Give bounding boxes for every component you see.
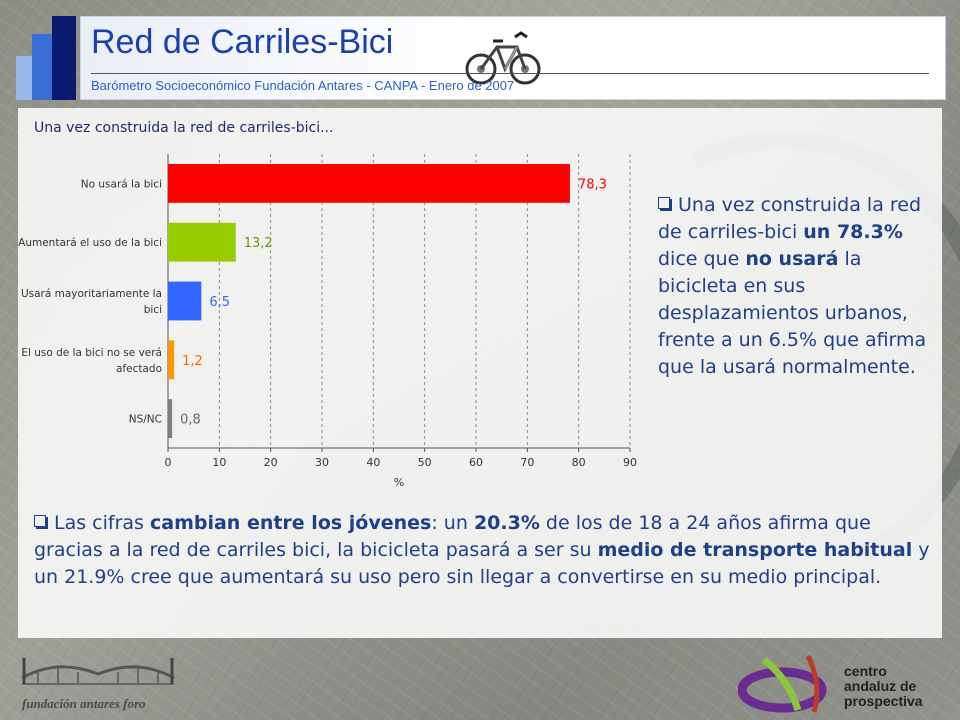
checkbox-bullet-icon	[658, 197, 670, 209]
category-label-4: NS/NC	[129, 414, 162, 426]
x-tick-label-9: 90	[623, 456, 637, 469]
bicycle-icon	[465, 31, 541, 85]
bar-value-label-2: 6,5	[209, 295, 230, 310]
x-tick-label-1: 10	[212, 456, 226, 469]
bottom-summary-text: Las cifras cambian entre los jóvenes: un…	[34, 512, 930, 588]
x-tick-label-6: 60	[469, 456, 483, 469]
x-axis-label: %	[394, 476, 404, 489]
prospectiva-logo-icon	[737, 654, 827, 713]
x-tick-label-2: 20	[264, 456, 278, 469]
bar-value-label-3: 1,2	[182, 354, 203, 369]
footer-right-logo-text: centro andaluz de prospectiva	[844, 663, 923, 709]
checkbox-bullet-icon	[34, 515, 46, 527]
bar-value-label-0: 78,3	[578, 177, 607, 192]
bar-2	[168, 281, 202, 321]
header: Red de Carriles-Bici Barómetro Socioecon…	[80, 16, 946, 100]
bar-value-label-4: 0,8	[180, 413, 201, 428]
x-tick-label-3: 30	[315, 456, 329, 469]
fundacion-antares-logo: fundación antares foro	[18, 648, 178, 711]
x-tick-label-5: 50	[418, 456, 432, 469]
category-label-1: Aumentará el uso de la bici	[18, 237, 162, 249]
x-tick-label-8: 80	[572, 456, 586, 469]
bar-3	[168, 340, 175, 380]
bar-value-label-1: 13,2	[244, 236, 273, 251]
bar-0	[168, 163, 570, 203]
brand-bars-logo	[16, 16, 76, 100]
x-tick-label-7: 70	[520, 456, 534, 469]
header-divider	[91, 73, 929, 74]
page-title: Red de Carriles-Bici	[91, 23, 394, 61]
category-label-2: Usará mayoritariamente la bici	[21, 288, 162, 316]
footer-left-logo-text: fundación antares foro	[22, 696, 146, 711]
category-label-3: El uso de la bici no se verá afectado	[21, 347, 162, 375]
centro-andaluz-logo: centro andaluz de prospectiva	[737, 654, 923, 718]
x-tick-label-0: 0	[165, 456, 172, 469]
bar-1	[168, 222, 236, 262]
bar-chart: 0 10 20 30 40 50 60 70 80 90% 78,3 No usará la bici…	[18, 154, 637, 489]
chart-caption: Una vez construida la red de carriles-bi…	[34, 120, 334, 136]
side-summary-text: Una vez construida la red de carriles-bi…	[658, 194, 927, 378]
bar-4	[168, 399, 173, 439]
bridge-logo-icon	[21, 658, 175, 685]
header-subtitle: Barómetro Socioeconómico Fundación Antar…	[91, 78, 515, 93]
category-label-0: No usará la bici	[81, 178, 162, 190]
content-panel: Una vez construida la red de carriles-bi…	[18, 108, 942, 638]
x-tick-label-4: 40	[366, 456, 380, 469]
